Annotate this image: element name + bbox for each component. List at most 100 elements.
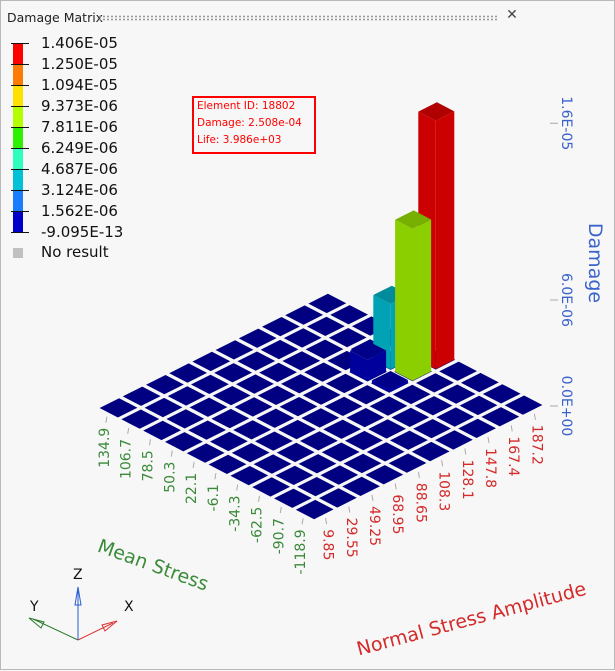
matrix-cell (236, 374, 274, 394)
matrix-cell (253, 454, 292, 474)
legend-band (13, 127, 23, 148)
matrix-cell (295, 499, 334, 520)
legend-band (13, 169, 23, 190)
tooltip-damage: Damage: 2.508e-04 (197, 117, 302, 129)
triad-x-axis (77, 622, 114, 641)
matrix-cell (285, 305, 323, 325)
matrix-cell (392, 384, 431, 405)
legend-band (13, 190, 23, 211)
matrix-cell (211, 408, 250, 429)
axis-tick (105, 416, 108, 423)
legend-tick (11, 211, 29, 212)
mean-stress-tick-label: -118.9 (293, 529, 309, 574)
matrix-cell (302, 385, 341, 405)
matrix-cell (276, 442, 315, 463)
bar-top-face (371, 371, 408, 390)
bar-top-face (350, 341, 387, 360)
matrix-cell (297, 477, 335, 497)
tooltip-life: Life: 3.986e+03 (197, 134, 282, 146)
axis-tick (464, 448, 467, 455)
matrix-cell (504, 395, 543, 415)
matrix-cell (210, 431, 248, 452)
normal-stress-tick-label: 9.85 (320, 529, 336, 560)
element-tooltip: Element ID: 18802 Damage: 2.508e-04 Life… (192, 96, 316, 154)
legend-tick (11, 169, 29, 170)
legend-label: 1.094E-05 (41, 76, 118, 94)
matrix-cell (237, 351, 276, 371)
normal-stress-tick-label: 49.25 (366, 506, 382, 546)
matrix-cell (330, 305, 368, 325)
axis-tick (170, 450, 173, 457)
matrix-cell (262, 317, 300, 337)
matrix-cell (320, 465, 359, 485)
axis-tick (214, 473, 217, 480)
matrix-cell (122, 386, 161, 406)
legend-band (13, 211, 23, 232)
matrix-cell (388, 453, 427, 473)
matrix-cell (212, 386, 251, 406)
matrix-cell (274, 488, 312, 508)
no-result-label: No result (41, 243, 109, 261)
bar-right-face (367, 350, 387, 381)
matrix-cell (328, 328, 367, 348)
damage-tick-label: 6.0E-06 (558, 273, 574, 327)
panel-title: Damage Matrix (7, 10, 104, 25)
normal-stress-tick-label: 68.95 (389, 494, 405, 534)
legend-band (13, 85, 23, 106)
matrix-cell (260, 339, 299, 360)
matrix-cell (326, 373, 364, 394)
matrix-cell (304, 362, 342, 382)
axis-tick (371, 494, 374, 502)
mean-stress-tick-label: 78.5 (141, 450, 157, 481)
matrix-cell (439, 361, 477, 381)
matrix-cell (259, 362, 297, 383)
matrix-cell (343, 453, 382, 474)
matrix-cell (459, 395, 498, 416)
legend-tick (11, 85, 29, 86)
legend-label: 1.406E-05 (41, 34, 118, 52)
legend-tick (11, 127, 29, 128)
matrix-cell (390, 430, 428, 450)
matrix-cell (231, 443, 270, 463)
matrix-cell (347, 385, 386, 405)
drag-handle[interactable] (98, 15, 498, 21)
bar-right-face (389, 380, 408, 393)
matrix-cell (192, 351, 231, 372)
bar-top-face (418, 102, 455, 121)
axis-tick (325, 518, 328, 525)
matrix-cell (321, 442, 360, 462)
mean-stress-tick-label: -34.3 (228, 495, 244, 531)
axis-tick (487, 436, 490, 444)
triad-z-label: Z (73, 567, 83, 583)
axis-tick (149, 439, 151, 446)
mean-stress-tick-label: 22.1 (184, 473, 200, 504)
axis-tick (258, 495, 260, 502)
legend-label: 1.250E-05 (41, 55, 118, 73)
bar-left-face (371, 380, 390, 393)
normal-stress-tick-label: 108.3 (436, 471, 452, 511)
axis-tick (301, 518, 304, 525)
mean-stress-tick-label: 50.3 (162, 462, 178, 493)
damage-axis-title: Damage (584, 223, 606, 303)
normal-stress-tick-label: 187.2 (528, 425, 544, 465)
normal-stress-axis-title: Normal Stress Amplitude (354, 578, 588, 660)
mean-stress-tick-label: -62.5 (250, 507, 266, 543)
matrix-cell (167, 386, 206, 406)
matrix-cell (323, 419, 361, 439)
matrix-cell (365, 465, 404, 485)
matrix-cell (188, 420, 226, 440)
matrix-cell (461, 372, 499, 393)
bar-right-face (412, 219, 432, 381)
close-icon[interactable]: ✕ (506, 7, 518, 23)
axis-tick (236, 484, 239, 491)
legend-band (13, 43, 23, 64)
triad-y-axis (32, 618, 79, 641)
damage-tick-label: 1.6E-05 (558, 96, 574, 150)
normal-stress-tick-label: 128.1 (459, 460, 475, 500)
matrix-cell (165, 432, 203, 452)
legend-label: 9.373E-06 (41, 97, 118, 115)
matrix-cell (346, 408, 385, 428)
matrix-cell (482, 384, 521, 404)
